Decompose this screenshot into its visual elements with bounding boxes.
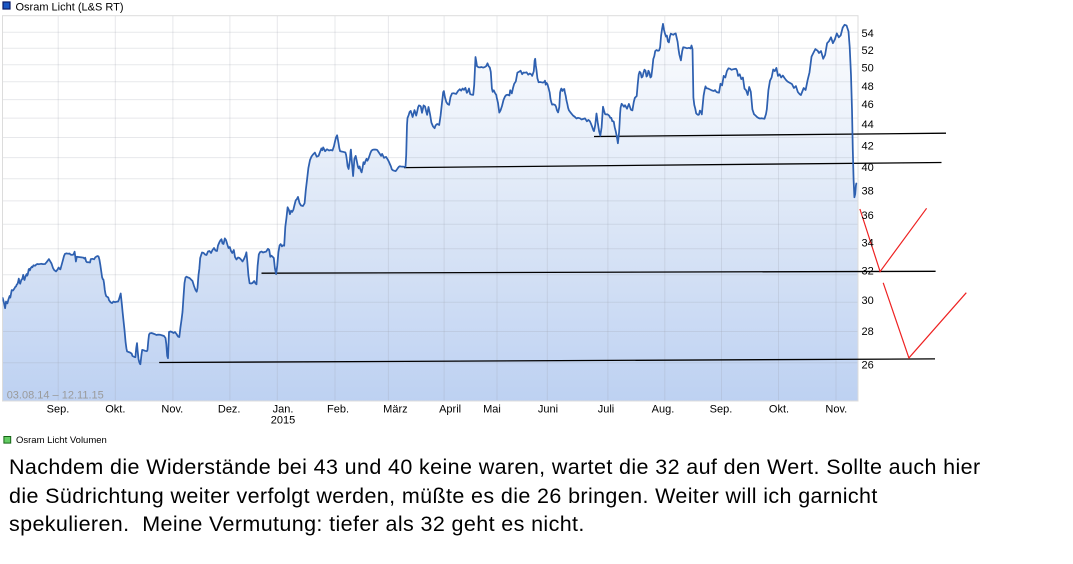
svg-text:März: März [383, 404, 407, 416]
svg-text:26: 26 [862, 360, 874, 372]
svg-text:April: April [439, 404, 461, 416]
svg-text:Osram Licht Volumen: Osram Licht Volumen [16, 435, 107, 446]
svg-text:Jan.: Jan. [273, 404, 294, 416]
svg-text:40: 40 [862, 162, 874, 174]
svg-text:Feb.: Feb. [327, 404, 349, 416]
svg-text:Mai: Mai [483, 404, 501, 416]
svg-text:52: 52 [862, 45, 874, 57]
svg-text:34: 34 [862, 237, 874, 249]
svg-text:36: 36 [862, 210, 874, 222]
svg-text:Okt.: Okt. [769, 404, 789, 416]
svg-text:32: 32 [862, 265, 874, 277]
svg-text:Juli: Juli [598, 404, 615, 416]
svg-text:Okt.: Okt. [105, 404, 125, 416]
svg-text:30: 30 [862, 295, 874, 307]
svg-text:54: 54 [862, 28, 874, 40]
svg-text:46: 46 [862, 99, 874, 111]
svg-text:Sep.: Sep. [47, 404, 70, 416]
svg-text:42: 42 [862, 141, 874, 153]
svg-text:50: 50 [862, 63, 874, 75]
svg-text:44: 44 [862, 119, 874, 131]
svg-text:Sep.: Sep. [710, 404, 733, 416]
svg-text:48: 48 [862, 81, 874, 93]
svg-text:03.08.14 – 12.11.15: 03.08.14 – 12.11.15 [7, 390, 104, 402]
svg-text:2015: 2015 [271, 415, 295, 427]
svg-text:Aug.: Aug. [652, 404, 675, 416]
svg-text:38: 38 [862, 186, 874, 198]
svg-text:Nov.: Nov. [825, 404, 847, 416]
svg-text:Juni: Juni [538, 404, 558, 416]
svg-text:28: 28 [862, 326, 874, 338]
svg-text:Nov.: Nov. [161, 404, 183, 416]
svg-text:Osram Licht (L&S RT): Osram Licht (L&S RT) [16, 2, 124, 14]
svg-text:Dez.: Dez. [218, 404, 241, 416]
